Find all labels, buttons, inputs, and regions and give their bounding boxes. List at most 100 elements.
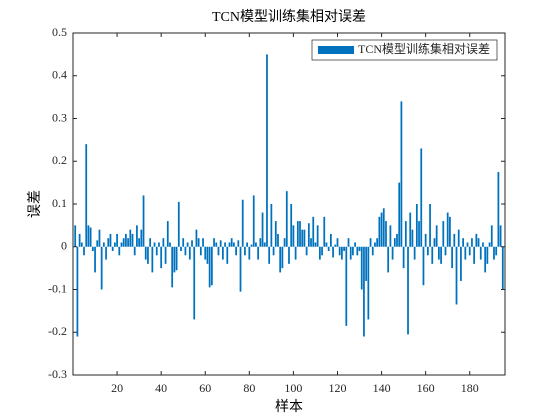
bar	[184, 246, 187, 256]
bar	[477, 238, 480, 247]
bar	[310, 238, 312, 247]
bar	[76, 246, 79, 337]
y-tick-label: 0.3	[52, 110, 67, 124]
bar	[155, 246, 158, 256]
x-tick-label: 60	[199, 381, 211, 395]
bar	[409, 212, 412, 247]
bar	[162, 238, 165, 247]
bar	[460, 246, 462, 281]
bar	[411, 229, 414, 247]
bar	[195, 229, 198, 247]
bar	[175, 246, 178, 271]
bar	[206, 246, 209, 264]
bar	[334, 244, 337, 247]
bar	[186, 242, 189, 247]
bar	[387, 246, 390, 273]
bar	[166, 221, 169, 247]
bar	[290, 204, 293, 247]
bar	[230, 238, 233, 247]
bar	[314, 242, 317, 247]
bar	[78, 233, 81, 247]
bar	[217, 246, 220, 256]
bar	[149, 238, 152, 247]
bar	[94, 246, 96, 273]
bar	[391, 246, 394, 260]
bar	[301, 229, 304, 247]
bar	[160, 246, 163, 269]
bar	[105, 246, 107, 260]
bar	[407, 246, 409, 335]
bar	[213, 238, 215, 247]
bar	[303, 229, 306, 247]
bar	[426, 246, 429, 256]
bar	[268, 246, 271, 264]
bar	[433, 238, 436, 247]
bar	[285, 191, 288, 247]
y-tick-label: 0.1	[52, 196, 67, 210]
bar	[113, 242, 116, 247]
bar	[133, 246, 136, 256]
bar	[365, 246, 368, 281]
bar	[120, 242, 123, 247]
legend-swatch	[318, 46, 354, 54]
bar	[188, 246, 191, 260]
bar	[336, 238, 339, 247]
bar	[98, 229, 101, 247]
x-tick-label: 140	[373, 381, 391, 395]
bar	[449, 216, 451, 247]
bar	[204, 246, 207, 260]
bar	[323, 216, 326, 247]
y-tick-label: 0.5	[52, 25, 67, 39]
bar	[327, 246, 330, 252]
bar	[116, 233, 118, 247]
bar	[252, 195, 255, 247]
bar	[418, 221, 420, 247]
bar	[475, 233, 478, 247]
bar	[246, 242, 249, 247]
bar	[420, 148, 423, 247]
x-tick-label: 20	[111, 381, 123, 395]
bar	[173, 246, 176, 273]
bar	[261, 212, 264, 247]
bar	[244, 246, 246, 256]
bar	[191, 240, 193, 247]
bar	[466, 242, 469, 247]
bar	[363, 246, 365, 337]
bar	[413, 246, 416, 260]
bar	[281, 246, 284, 269]
x-tick-label: 160	[417, 381, 435, 395]
bar	[400, 101, 403, 247]
bar	[332, 246, 334, 258]
bar	[493, 246, 495, 260]
bar	[140, 229, 143, 247]
bar	[495, 246, 498, 256]
bar	[464, 246, 467, 260]
bar	[169, 242, 171, 247]
y-tick-label: -0.1	[48, 281, 67, 295]
bar	[389, 225, 392, 247]
bar	[437, 246, 440, 260]
bar	[358, 246, 361, 252]
bar	[398, 182, 401, 247]
bar	[396, 233, 398, 247]
bar	[369, 238, 372, 247]
bar	[144, 246, 147, 260]
bar	[354, 242, 357, 247]
bar	[321, 246, 323, 256]
bar	[96, 240, 99, 247]
bar	[111, 246, 114, 252]
bar	[85, 144, 88, 247]
x-tick-label: 80	[243, 381, 255, 395]
bar	[501, 246, 504, 290]
bar	[100, 246, 103, 290]
bar	[277, 233, 279, 247]
bar	[404, 221, 407, 247]
bar	[74, 225, 77, 247]
bar	[193, 246, 196, 320]
bar	[274, 221, 277, 247]
bar	[164, 246, 167, 264]
bar	[255, 242, 257, 247]
bar	[422, 246, 425, 286]
x-tick-label: 40	[155, 381, 167, 395]
bar	[446, 212, 449, 247]
